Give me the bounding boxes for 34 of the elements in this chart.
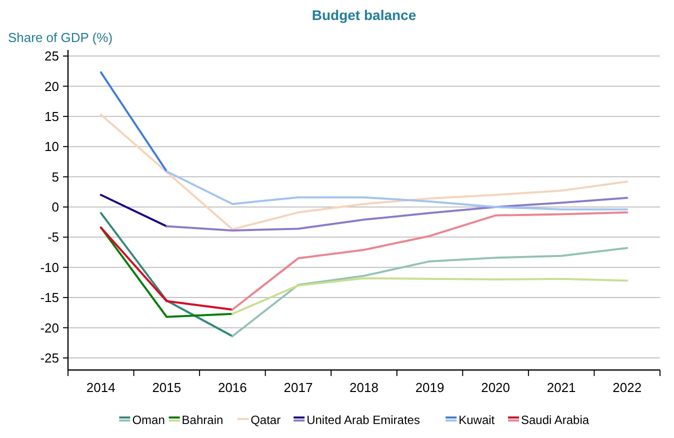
x-tick-label: 2020: [481, 380, 510, 395]
x-tick-label: 2018: [350, 380, 378, 395]
x-tick-label: 2016: [218, 380, 247, 395]
line-series: [231, 277, 628, 315]
y-tick-label: -15: [40, 290, 59, 306]
x-tick-label: 2015: [152, 380, 182, 395]
y-tick-label: 25: [44, 48, 59, 64]
legend-label: Kuwait: [458, 413, 496, 427]
y-tick-label: 0: [52, 200, 59, 215]
legend-label: Oman: [132, 413, 165, 427]
y-tick-label: 20: [44, 78, 59, 94]
chart-title: Budget balance: [312, 7, 416, 23]
legend-label: Qatar: [250, 413, 281, 427]
line-series: [231, 247, 628, 338]
x-tick-label: 2022: [612, 380, 642, 395]
y-tick-label: 5: [52, 169, 59, 184]
x-tick-label: 2014: [86, 380, 116, 395]
line-series: [100, 114, 628, 230]
line-series: [166, 170, 628, 210]
x-tick-label: 2021: [546, 380, 576, 395]
y-tick-label: 15: [44, 108, 59, 124]
y-tick-label: -20: [40, 320, 59, 336]
legend-label: Bahrain: [182, 413, 224, 427]
line-series: [166, 196, 628, 232]
y-tick-label: 10: [44, 139, 59, 154]
y-axis-title: Share of GDP (%): [8, 30, 113, 45]
y-tick-label: -25: [40, 350, 59, 366]
legend-label: United Arab Emirates: [306, 413, 420, 427]
legend-label: Saudi Arabia: [521, 413, 590, 427]
x-tick-label: 2019: [415, 380, 444, 395]
line-series: [231, 211, 628, 311]
y-tick-label: -5: [47, 230, 59, 245]
y-tick-label: -10: [40, 260, 59, 275]
x-tick-label: 2017: [284, 380, 313, 395]
